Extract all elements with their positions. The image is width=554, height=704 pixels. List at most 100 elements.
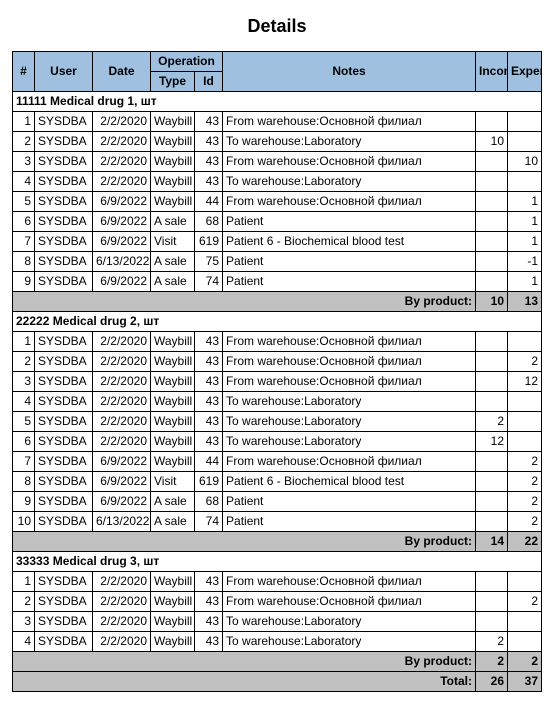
cell-notes: From warehouse:Основной филиал <box>223 332 476 352</box>
cell-id: 43 <box>195 172 223 192</box>
cell-id: 74 <box>195 512 223 532</box>
subtotal-income: 2 <box>476 652 508 672</box>
cell-date: 2/2/2020 <box>93 172 151 192</box>
cell-id: 43 <box>195 572 223 592</box>
cell-date: 2/2/2020 <box>93 632 151 652</box>
cell-type: A sale <box>151 492 195 512</box>
cell-user: SYSDBA <box>35 172 93 192</box>
cell-income <box>476 572 508 592</box>
cell-notes: From warehouse:Основной филиал <box>223 112 476 132</box>
cell-income <box>476 252 508 272</box>
cell-type: Waybill <box>151 432 195 452</box>
cell-expenses <box>508 392 542 412</box>
col-notes: Notes <box>223 52 476 92</box>
cell-date: 6/9/2022 <box>93 192 151 212</box>
grand-total-label: Total: <box>13 672 476 692</box>
cell-notes: To warehouse:Laboratory <box>223 432 476 452</box>
cell-expenses: 2 <box>508 452 542 472</box>
cell-num: 1 <box>13 332 35 352</box>
table-row: 3SYSDBA2/2/2020Waybill43From warehouse:О… <box>13 372 542 392</box>
cell-expenses <box>508 132 542 152</box>
cell-user: SYSDBA <box>35 132 93 152</box>
cell-type: Waybill <box>151 112 195 132</box>
cell-income: 2 <box>476 632 508 652</box>
cell-date: 2/2/2020 <box>93 392 151 412</box>
cell-expenses <box>508 632 542 652</box>
cell-id: 43 <box>195 112 223 132</box>
cell-notes: Patient <box>223 272 476 292</box>
cell-num: 2 <box>13 132 35 152</box>
cell-date: 6/9/2022 <box>93 472 151 492</box>
cell-id: 44 <box>195 192 223 212</box>
cell-income <box>476 592 508 612</box>
cell-date: 2/2/2020 <box>93 372 151 392</box>
col-income: Income <box>476 52 508 92</box>
cell-income <box>476 492 508 512</box>
cell-num: 8 <box>13 252 35 272</box>
table-row: 7SYSDBA6/9/2022Visit619Patient 6 - Bioch… <box>13 232 542 252</box>
cell-date: 2/2/2020 <box>93 112 151 132</box>
cell-num: 3 <box>13 152 35 172</box>
cell-id: 43 <box>195 412 223 432</box>
cell-date: 6/9/2022 <box>93 212 151 232</box>
group-header: 33333 Medical drug 3, шт <box>13 552 542 572</box>
table-row: 1SYSDBA2/2/2020Waybill43From warehouse:О… <box>13 332 542 352</box>
table-row: 4SYSDBA2/2/2020Waybill43To warehouse:Lab… <box>13 172 542 192</box>
cell-income <box>476 472 508 492</box>
cell-type: A sale <box>151 272 195 292</box>
cell-num: 7 <box>13 452 35 472</box>
group-title: 22222 Medical drug 2, шт <box>13 312 542 332</box>
cell-id: 43 <box>195 392 223 412</box>
subtotal-label: By product: <box>13 292 476 312</box>
subtotal-row: By product:1422 <box>13 532 542 552</box>
table-row: 4SYSDBA2/2/2020Waybill43To warehouse:Lab… <box>13 632 542 652</box>
cell-num: 4 <box>13 632 35 652</box>
subtotal-expenses: 2 <box>508 652 542 672</box>
cell-notes: From warehouse:Основной филиал <box>223 452 476 472</box>
cell-expenses: 1 <box>508 232 542 252</box>
subtotal-label: By product: <box>13 532 476 552</box>
table-row: 3SYSDBA2/2/2020Waybill43To warehouse:Lab… <box>13 612 542 632</box>
cell-user: SYSDBA <box>35 432 93 452</box>
details-table: # User Date Operation Notes Income Expen… <box>12 51 542 692</box>
cell-expenses: 1 <box>508 272 542 292</box>
cell-date: 2/2/2020 <box>93 432 151 452</box>
cell-id: 619 <box>195 472 223 492</box>
cell-expenses: 2 <box>508 492 542 512</box>
table-row: 2SYSDBA2/2/2020Waybill43To warehouse:Lab… <box>13 132 542 152</box>
cell-expenses <box>508 112 542 132</box>
group-header: 22222 Medical drug 2, шт <box>13 312 542 332</box>
cell-notes: Patient <box>223 492 476 512</box>
cell-income <box>476 272 508 292</box>
cell-notes: To warehouse:Laboratory <box>223 172 476 192</box>
col-user: User <box>35 52 93 92</box>
cell-date: 6/9/2022 <box>93 232 151 252</box>
cell-expenses <box>508 432 542 452</box>
cell-num: 3 <box>13 612 35 632</box>
table-row: 4SYSDBA2/2/2020Waybill43To warehouse:Lab… <box>13 392 542 412</box>
cell-id: 43 <box>195 132 223 152</box>
cell-income <box>476 512 508 532</box>
cell-income <box>476 452 508 472</box>
group-header: 11111 Medical drug 1, шт <box>13 92 542 112</box>
table-header: # User Date Operation Notes Income Expen… <box>13 52 542 92</box>
col-id: Id <box>195 72 223 92</box>
cell-id: 68 <box>195 492 223 512</box>
cell-id: 43 <box>195 152 223 172</box>
cell-expenses: 2 <box>508 472 542 492</box>
cell-user: SYSDBA <box>35 632 93 652</box>
cell-user: SYSDBA <box>35 452 93 472</box>
cell-notes: From warehouse:Основной филиал <box>223 192 476 212</box>
cell-expenses <box>508 172 542 192</box>
cell-id: 619 <box>195 232 223 252</box>
cell-type: Waybill <box>151 632 195 652</box>
cell-num: 5 <box>13 412 35 432</box>
cell-date: 2/2/2020 <box>93 132 151 152</box>
cell-id: 44 <box>195 452 223 472</box>
cell-id: 43 <box>195 592 223 612</box>
cell-expenses: 12 <box>508 372 542 392</box>
cell-income <box>476 212 508 232</box>
cell-user: SYSDBA <box>35 612 93 632</box>
cell-notes: From warehouse:Основной филиал <box>223 152 476 172</box>
cell-type: Waybill <box>151 572 195 592</box>
